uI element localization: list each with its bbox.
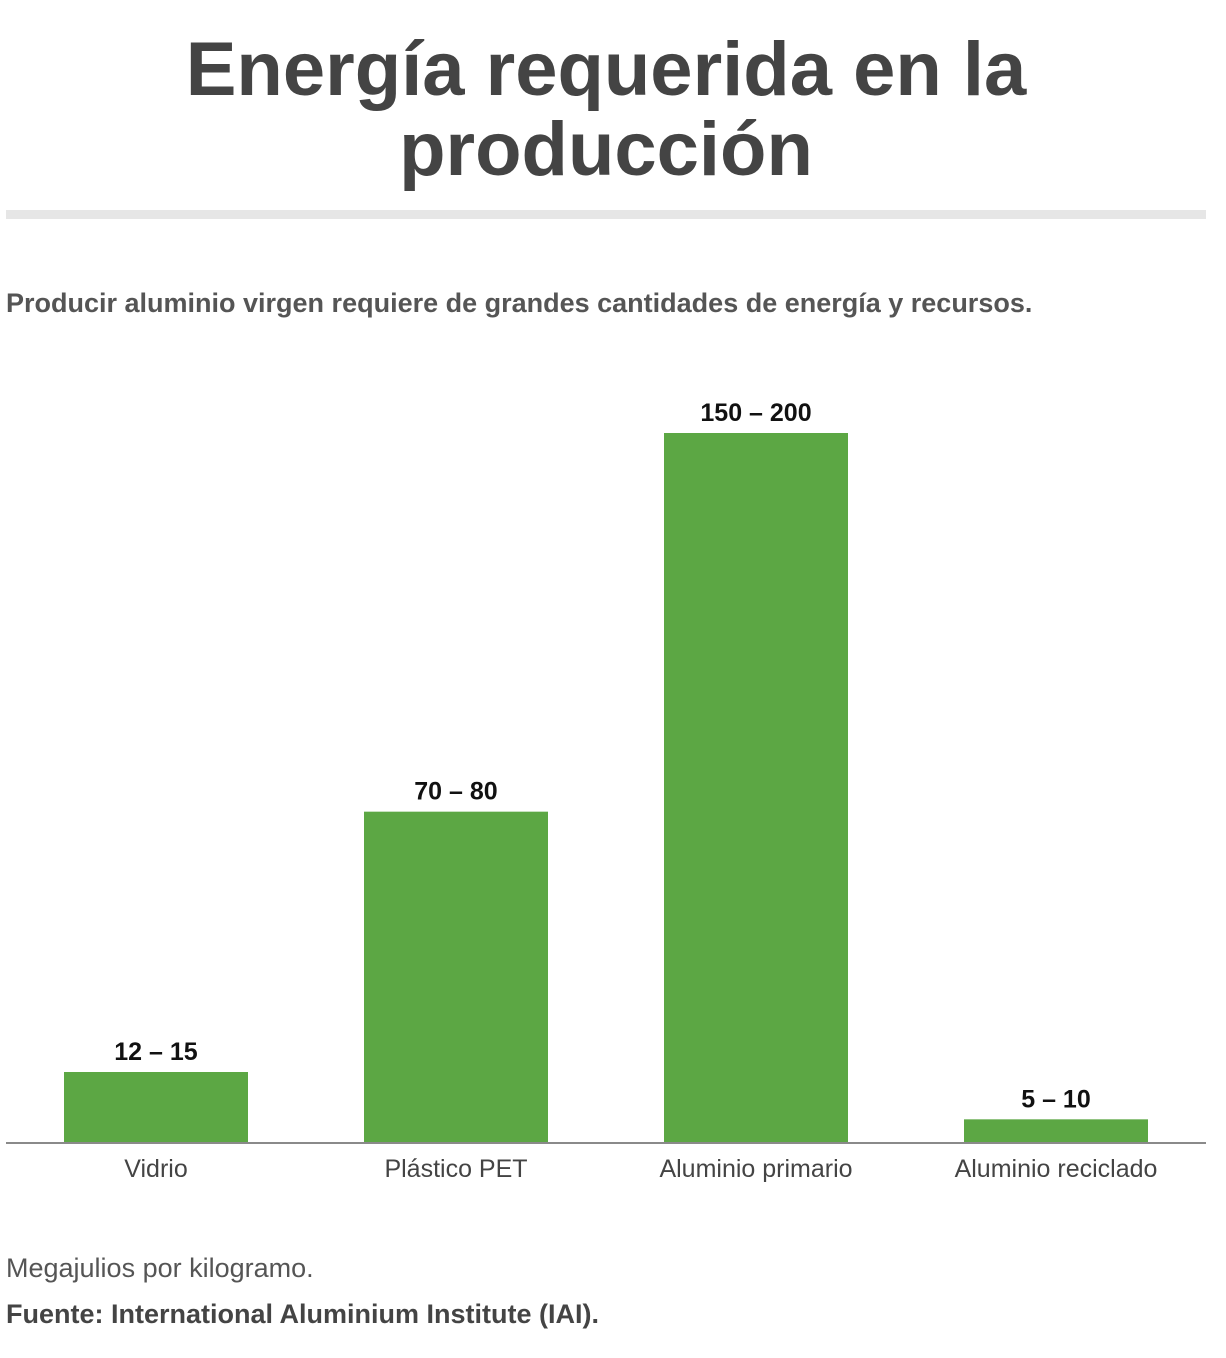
bar-3 [964,1119,1148,1143]
bar-0 [64,1072,248,1143]
title-divider [6,210,1206,219]
chart-title: Energía requerida en la producción [185,27,1027,192]
category-label-2: Aluminio primario [659,1155,852,1183]
bar-value-label-2: 150 – 200 [700,399,811,427]
unit-note: Megajulios por kilogramo. [6,1253,314,1283]
category-label-1: Plástico PET [384,1155,527,1183]
bars-group: 12 – 15 Vidrio 70 – 80 Plástico PET 150 – 20… [64,399,1157,1183]
category-label-0: Vidrio [124,1155,187,1183]
source-note: Fuente: International Aluminium Institut… [6,1299,599,1329]
bar-value-label-3: 5 – 10 [1021,1085,1091,1113]
bar-value-label-1: 70 – 80 [414,778,497,806]
bar-1 [364,811,548,1143]
chart-subtitle: Producir aluminio virgen requiere de gra… [6,288,1033,318]
bar-value-label-0: 12 – 15 [114,1038,198,1066]
category-label-3: Aluminio reciclado [955,1155,1158,1183]
bar-2 [664,433,848,1143]
